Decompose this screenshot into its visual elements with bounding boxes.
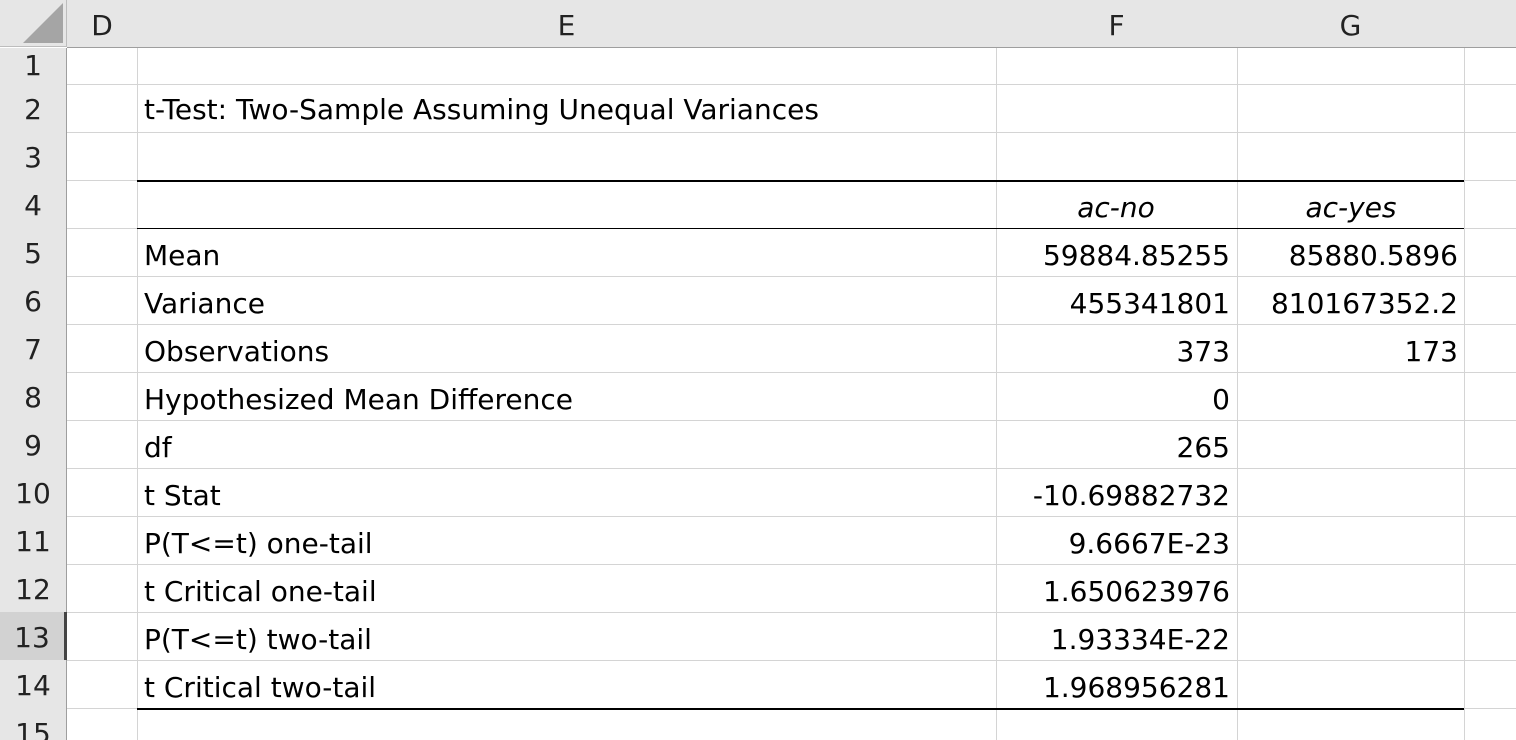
table-top-border [137, 180, 1464, 182]
ttest-title[interactable]: t-Test: Two-Sample Assuming Unequal Vari… [144, 93, 819, 126]
column-header-g[interactable]: G [1237, 0, 1465, 48]
gridline-vertical [996, 48, 997, 740]
row-header-6[interactable]: 6 [0, 276, 67, 325]
gridline-horizontal [67, 660, 1516, 661]
gridline-horizontal [67, 84, 1516, 85]
table-header-border [137, 228, 1464, 229]
row-header-14[interactable]: 14 [0, 660, 67, 709]
stat-label[interactable]: Hypothesized Mean Difference [144, 383, 573, 416]
stat-value-ac-no[interactable]: 9.6667E-23 [1068, 527, 1230, 560]
gridline-horizontal [67, 468, 1516, 469]
row-header-10[interactable]: 10 [0, 468, 67, 517]
row-header-15[interactable]: 15 [0, 708, 67, 740]
column-header-next[interactable] [1464, 0, 1516, 48]
gridline-horizontal [67, 132, 1516, 133]
series-header-ac-yes[interactable]: ac-yes [1305, 191, 1397, 224]
gridline-vertical [137, 48, 138, 740]
row-header-2[interactable]: 2 [0, 84, 67, 133]
gridline-horizontal [67, 372, 1516, 373]
select-all-triangle-icon [23, 3, 63, 43]
row-header-5[interactable]: 5 [0, 228, 67, 277]
stat-label[interactable]: df [144, 431, 172, 464]
stat-value-ac-no[interactable]: 455341801 [1069, 287, 1230, 320]
row-header-9[interactable]: 9 [0, 420, 67, 469]
stat-value-ac-yes[interactable]: 173 [1404, 335, 1458, 368]
gridline-horizontal [67, 276, 1516, 277]
row-header-4[interactable]: 4 [0, 180, 67, 229]
stat-label[interactable]: P(T<=t) one-tail [144, 527, 373, 560]
column-header-d[interactable]: D [67, 0, 138, 48]
gridline-vertical [1237, 48, 1238, 740]
stat-value-ac-no[interactable]: 265 [1176, 431, 1230, 464]
stat-label[interactable]: t Critical two-tail [144, 671, 377, 704]
stat-value-ac-no[interactable]: 59884.85255 [1042, 239, 1230, 272]
gridline-horizontal [67, 324, 1516, 325]
row-header-8[interactable]: 8 [0, 372, 67, 421]
stat-value-ac-no[interactable]: 0 [1212, 383, 1230, 416]
stat-label[interactable]: Mean [144, 239, 221, 272]
stat-value-ac-no[interactable]: -10.69882732 [1032, 479, 1230, 512]
row-header-13-selected[interactable]: 13 [0, 612, 67, 661]
stat-value-ac-no[interactable]: 1.93334E-22 [1050, 623, 1230, 656]
stat-value-ac-no[interactable]: 1.650623976 [1042, 575, 1230, 608]
gridline-vertical [1464, 48, 1465, 740]
stat-value-ac-yes[interactable]: 810167352.2 [1270, 287, 1458, 320]
select-all-button[interactable] [0, 0, 67, 47]
gridline-horizontal [67, 612, 1516, 613]
gridline-horizontal [67, 516, 1516, 517]
stat-label[interactable]: P(T<=t) two-tail [144, 623, 372, 656]
row-header-1[interactable]: 1 [0, 48, 67, 85]
stat-label[interactable]: t Critical one-tail [144, 575, 377, 608]
column-header-f[interactable]: F [996, 0, 1238, 48]
stat-value-ac-yes[interactable]: 85880.5896 [1288, 239, 1458, 272]
column-header-e[interactable]: E [137, 0, 997, 48]
table-bottom-border [137, 708, 1464, 710]
gridline-horizontal [67, 420, 1516, 421]
stat-label[interactable]: Variance [144, 287, 265, 320]
stat-value-ac-no[interactable]: 373 [1176, 335, 1230, 368]
row-header-11[interactable]: 11 [0, 516, 67, 565]
stat-label[interactable]: t Stat [144, 479, 221, 512]
row-header-12[interactable]: 12 [0, 564, 67, 613]
gridline-horizontal [67, 564, 1516, 565]
row-header-3[interactable]: 3 [0, 132, 67, 181]
row-header-7[interactable]: 7 [0, 324, 67, 373]
series-header-ac-no[interactable]: ac-no [1077, 191, 1155, 224]
stat-value-ac-no[interactable]: 1.968956281 [1042, 671, 1230, 704]
stat-label[interactable]: Observations [144, 335, 330, 368]
